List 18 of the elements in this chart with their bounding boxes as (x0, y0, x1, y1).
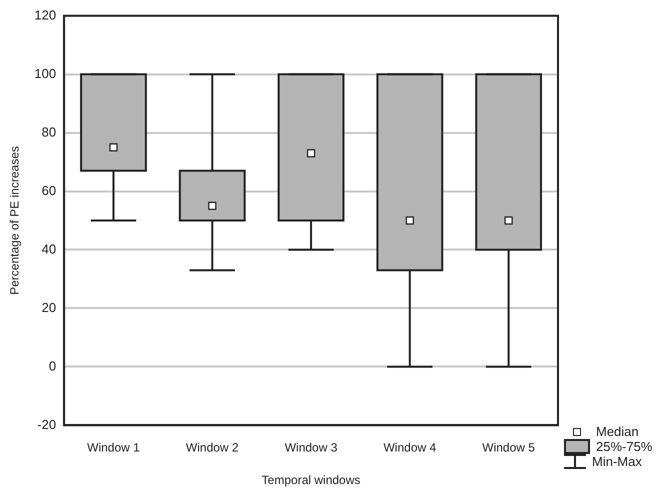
y-tick-label: 120 (34, 7, 56, 22)
y-axis-title: Percentage of PE increases (8, 146, 22, 295)
x-tick-label: Window 4 (383, 440, 436, 455)
text: Median (596, 424, 639, 439)
y-tick-label: -20 (37, 416, 56, 432)
x-tick-label: Window 1 (87, 440, 140, 455)
y-tick-label: 80 (42, 124, 56, 140)
x-tick-label: Window 2 (186, 440, 239, 455)
text: Min-Max (592, 454, 642, 469)
y-tick-label: 0 (48, 358, 56, 374)
x-axis-title: Temporal windows (262, 473, 360, 488)
y-tick-label: 40 (42, 241, 56, 256)
y-tick-label: 60 (42, 182, 56, 198)
y-tick-label: 20 (42, 300, 56, 315)
text: 25%-75% (596, 439, 652, 454)
x-tick-label: Window 5 (482, 440, 536, 455)
x-tick-label: Window 3 (284, 440, 338, 455)
y-tick-label: 100 (34, 66, 56, 81)
